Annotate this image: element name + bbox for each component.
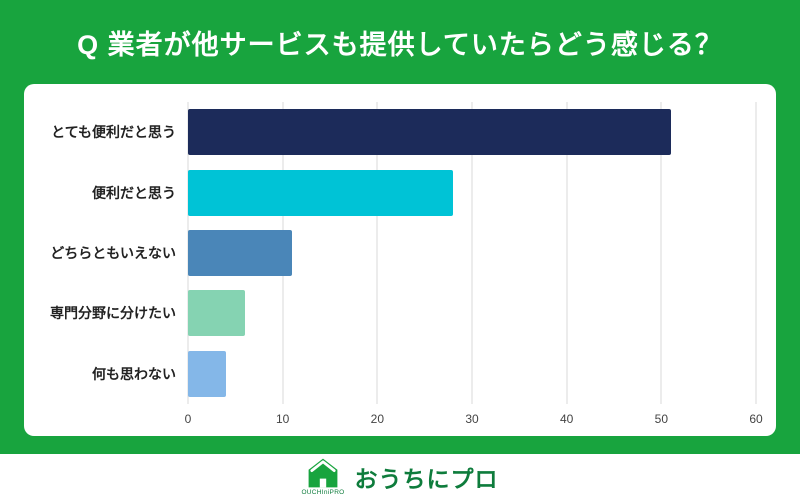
x-axis-tick-label: 50 (654, 412, 669, 426)
chart-row: 何も思わない (40, 344, 756, 404)
bar (188, 169, 454, 216)
grid-line (566, 102, 568, 404)
bar (188, 230, 293, 277)
grid-line (660, 102, 662, 404)
bar-area (188, 223, 756, 283)
category-label: 専門分野に分けたい (50, 305, 176, 322)
chart-row: 専門分野に分けたい (40, 283, 756, 343)
chart-row: 便利だと思う (40, 162, 756, 222)
house-icon (308, 458, 338, 488)
page-title: Q 業者が他サービスも提供していたらどう感じる？ (77, 29, 723, 60)
x-axis-tick-label: 40 (559, 412, 574, 426)
x-axis-tick-label: 20 (370, 412, 385, 426)
x-axis-tick-label: 30 (465, 412, 479, 426)
bar-area (188, 283, 756, 343)
grid-line (471, 102, 473, 404)
ouchi-ni-pro-logo: OUCHIniPRO おうちにプロ (301, 457, 498, 497)
chart-rows: とても便利だと思う 便利だと思う どちらともいえない 専門分野に分けたい 何も思… (40, 102, 756, 404)
bar-area (188, 102, 756, 162)
bar-area (188, 344, 756, 404)
x-axis-tick-label: 60 (749, 412, 763, 426)
grid-line (755, 102, 757, 404)
logo-icon-wrap: OUCHIniPRO (301, 457, 344, 497)
bar (188, 290, 245, 337)
grid-line (376, 102, 378, 404)
chart-card: とても便利だと思う 便利だと思う どちらともいえない 専門分野に分けたい 何も思… (24, 84, 776, 436)
bar-chart: とても便利だと思う 便利だと思う どちらともいえない 専門分野に分けたい 何も思… (40, 98, 763, 428)
bar-area (188, 162, 756, 222)
bar (188, 109, 671, 156)
chart-row: どちらともいえない (40, 223, 756, 283)
category-label: 便利だと思う (92, 184, 176, 201)
x-axis: 0 10 20 30 40 50 60 (184, 406, 763, 428)
x-axis-tick-label: 10 (275, 412, 290, 426)
category-label: どちらともいえない (50, 245, 176, 262)
logo-text: おうちにプロ (354, 466, 499, 492)
chart-row: とても便利だと思う (40, 102, 756, 162)
header: Q 業者が他サービスも提供していたらどう感じる？ (0, 0, 800, 84)
footer: OUCHIniPRO おうちにプロ (0, 454, 800, 500)
x-axis-tick-label: 0 (184, 412, 192, 426)
category-label: とても便利だと思う (51, 124, 176, 141)
category-label: 何も思わない (92, 365, 176, 382)
logo-subtext: OUCHIniPRO (301, 489, 345, 497)
bar (188, 350, 226, 397)
